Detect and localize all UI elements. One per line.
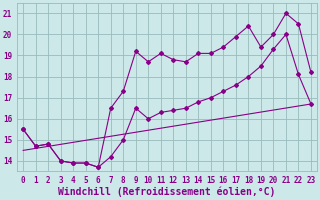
X-axis label: Windchill (Refroidissement éolien,°C): Windchill (Refroidissement éolien,°C) <box>58 187 276 197</box>
